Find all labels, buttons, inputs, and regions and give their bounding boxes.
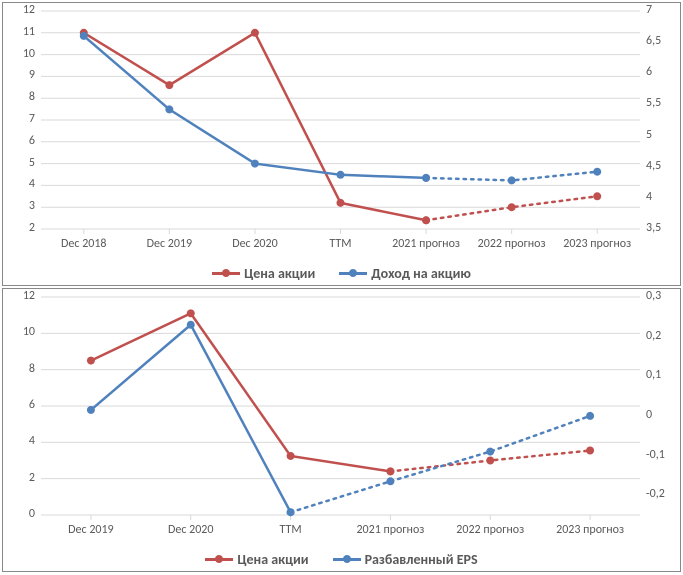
y-left-tick-label: 2 [7, 471, 35, 485]
y-right-tick-label: 0 [646, 408, 680, 422]
chart-legend: Цена акции Доход на акцию [3, 263, 680, 283]
series-marker [422, 174, 430, 182]
x-category-label: TTM [298, 237, 384, 251]
x-category-label: Dec 2020 [141, 523, 241, 537]
y-left-tick-label: 7 [7, 112, 35, 126]
legend-item: Разбавленный EPS [333, 551, 478, 568]
chart-panel-bottom: 0 2 4 6 8 10 12 -0,2 -0,1 0 0,1 0,2 0,3 Dec 2019Dec 2… [2, 288, 681, 572]
series-marker [386, 467, 394, 475]
y-left-tick-label: 6 [7, 398, 35, 412]
x-category-label: 2023 прогноз [540, 523, 640, 537]
series-marker [251, 160, 259, 168]
y-right-tick-label: 0,2 [646, 329, 680, 343]
legend-item: Доход на акцию [339, 265, 471, 282]
series-marker [508, 203, 516, 211]
series-marker [87, 406, 95, 414]
series-marker [486, 448, 494, 456]
y-right-tick-label: 7 [646, 3, 680, 17]
legend-item: Цена акции [212, 265, 315, 282]
series-marker [87, 357, 95, 365]
legend-label: Доход на акцию [371, 265, 471, 282]
y-right-tick-label: 6,5 [646, 34, 680, 48]
y-left-tick-label: 10 [7, 325, 35, 339]
y-right-tick-label: 4 [646, 190, 680, 204]
series-line [84, 33, 426, 220]
x-category-label: TTM [241, 523, 341, 537]
legend-label: Разбавленный EPS [365, 551, 478, 568]
series-line [84, 36, 426, 178]
legend-label: Цена акции [237, 551, 308, 568]
y-right-tick-label: 5 [646, 128, 680, 142]
y-left-tick-label: 2 [7, 221, 35, 235]
y-left-tick-label: 10 [7, 47, 35, 61]
chart-panel-top: 234567891011123,544,555,566,57Dec 2018De… [2, 2, 681, 286]
series-marker [586, 447, 594, 455]
x-category-label: Dec 2019 [127, 237, 213, 251]
legend-label: Цена акции [244, 265, 315, 282]
series-marker [165, 81, 173, 89]
y-right-tick-label: 6 [646, 65, 680, 79]
legend-swatch [333, 553, 361, 565]
y-right-tick-label: 4,5 [646, 159, 680, 173]
series-marker [187, 321, 195, 329]
y-right-tick-label: -0,1 [646, 448, 680, 462]
y-left-tick-label: 8 [7, 90, 35, 104]
y-right-tick-label: 0,1 [646, 368, 680, 382]
series-marker [586, 412, 594, 420]
y-right-tick-label: 5,5 [646, 96, 680, 110]
series-marker [386, 477, 394, 485]
y-left-tick-label: 4 [7, 434, 35, 448]
series-marker [337, 199, 345, 207]
series-marker [337, 171, 345, 179]
x-category-label: 2022 прогноз [469, 237, 555, 251]
series-marker [508, 176, 516, 184]
series-marker [593, 192, 601, 200]
y-left-tick-label: 11 [7, 25, 35, 39]
legend-item: Цена акции [205, 551, 308, 568]
series-marker [486, 457, 494, 465]
series-marker [287, 452, 295, 460]
y-right-tick-label: 3,5 [646, 221, 680, 235]
legend-swatch [212, 267, 240, 279]
y-left-tick-label: 12 [7, 289, 35, 303]
x-category-label: 2021 прогноз [341, 523, 441, 537]
series-marker [187, 309, 195, 317]
legend-swatch [339, 267, 367, 279]
x-category-label: 2023 прогноз [554, 237, 640, 251]
series-line [91, 325, 291, 512]
series-marker [80, 32, 88, 40]
y-left-tick-label: 4 [7, 177, 35, 191]
series-marker [422, 216, 430, 224]
y-left-tick-label: 3 [7, 199, 35, 213]
series-marker [287, 508, 295, 516]
x-category-label: Dec 2018 [41, 237, 127, 251]
series-line [91, 313, 391, 471]
x-category-label: Dec 2020 [212, 237, 298, 251]
x-category-label: Dec 2019 [41, 523, 141, 537]
legend-swatch [205, 553, 233, 565]
y-left-tick-label: 8 [7, 362, 35, 376]
y-left-tick-label: 0 [7, 507, 35, 521]
y-left-tick-label: 12 [7, 3, 35, 17]
y-right-tick-label: -0,2 [646, 487, 680, 501]
series-marker [165, 105, 173, 113]
series-marker [593, 168, 601, 176]
y-left-tick-label: 6 [7, 134, 35, 148]
x-category-label: 2022 прогноз [440, 523, 540, 537]
y-left-tick-label: 5 [7, 156, 35, 170]
y-right-tick-label: 0,3 [646, 289, 680, 303]
x-category-label: 2021 прогноз [383, 237, 469, 251]
series-marker [251, 29, 259, 37]
chart-legend: Цена акции Разбавленный EPS [3, 549, 680, 569]
y-left-tick-label: 9 [7, 68, 35, 82]
